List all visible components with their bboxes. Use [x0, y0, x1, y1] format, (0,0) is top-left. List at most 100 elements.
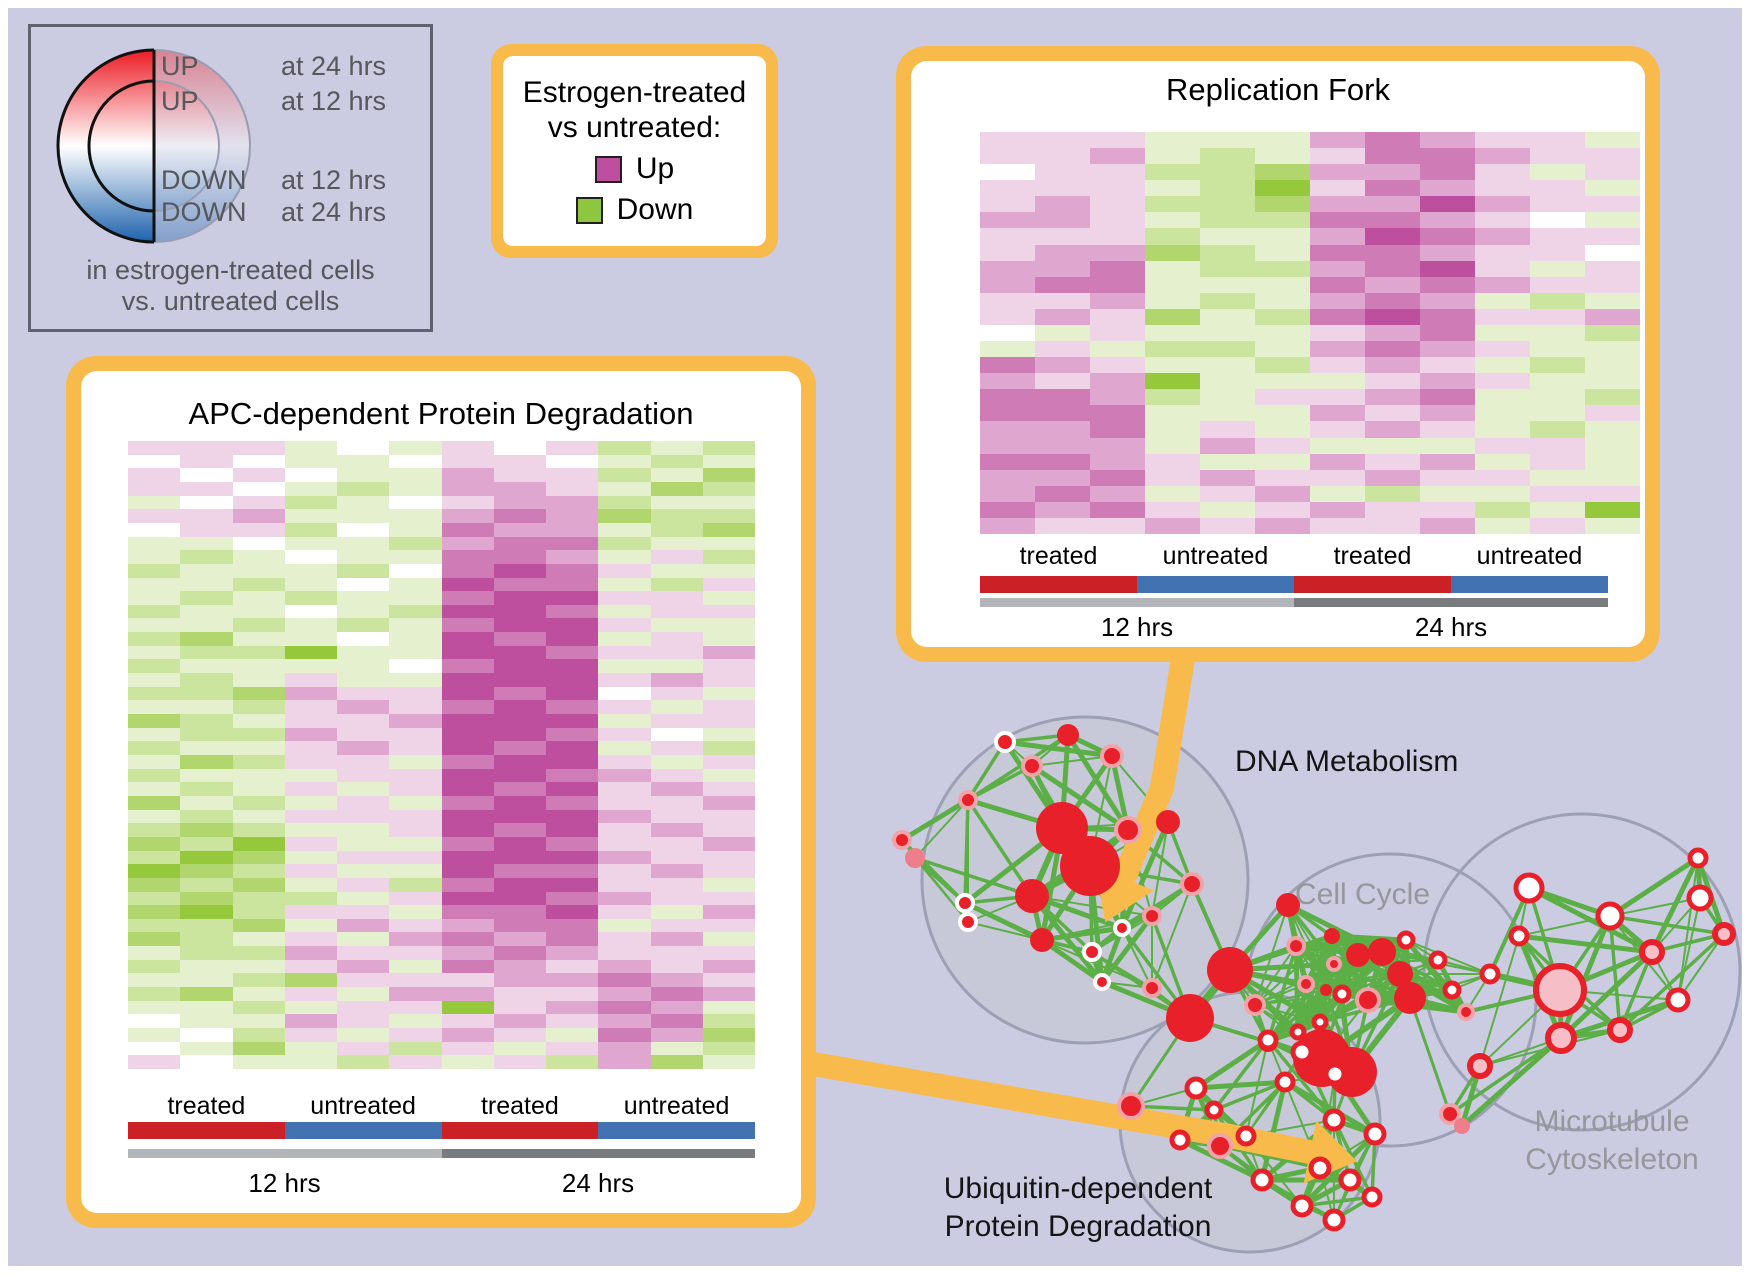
network-node: [1093, 973, 1111, 991]
heatmap-cell: [1255, 501, 1310, 518]
heatmap-cell: [650, 987, 703, 1001]
heatmap-cell: [493, 836, 546, 851]
estrogen-legend: Estrogen-treated vs untreated: Up Down: [491, 44, 778, 258]
heatmap-cell: [1530, 453, 1585, 470]
heatmap-cell: [284, 468, 337, 482]
heatmap-cell: [980, 244, 1035, 261]
network-edge: [1608, 915, 1622, 1031]
heatmap-cell: [128, 618, 181, 633]
heatmap-cell: [650, 604, 703, 619]
heatmap-cell: [598, 932, 651, 947]
heatmap-cell: [1255, 405, 1310, 422]
heatmap-cell: [232, 577, 285, 592]
heatmap-cell: [441, 809, 494, 824]
heatmap-cell: [180, 932, 233, 947]
heatmap-cell: [1255, 341, 1310, 358]
heatmap-cell: [1200, 244, 1255, 261]
heatmap-cell: [389, 1055, 442, 1069]
network-edge: [1212, 1038, 1270, 1112]
heatmap-cell: [598, 905, 651, 919]
heatmap-cell: [980, 308, 1035, 325]
heatmap-cell: [980, 469, 1035, 486]
heatmap-cell: [1585, 148, 1640, 165]
heatmap-cell: [1090, 405, 1145, 422]
heatmap-cell: [598, 1014, 651, 1029]
heatmap-cell: [128, 481, 181, 496]
network-edge: [1331, 933, 1407, 943]
heatmap-cell: [1145, 405, 1200, 422]
heatmap-cell: [1035, 212, 1090, 229]
ubiquitin-label-line2: Protein Degradation: [944, 1210, 1212, 1243]
heatmap-cell: [1420, 308, 1475, 325]
heatmap-cell: [702, 714, 755, 728]
heatmap-cell: [389, 768, 442, 783]
heatmap-cell: [546, 1028, 599, 1042]
heatmap-cell: [493, 959, 546, 974]
heatmap-cell: [1365, 373, 1420, 390]
heatmap-cell: [1365, 357, 1420, 374]
heatmap-cell: [1420, 485, 1475, 502]
heatmap-cell: [128, 755, 181, 769]
heatmap-cell: [441, 645, 494, 660]
heatmap-cell: [284, 1014, 337, 1029]
heatmap-cell: [128, 823, 181, 837]
heatmap-cell: [1200, 324, 1255, 342]
heatmap-cell: [232, 823, 285, 837]
heatmap-cell: [337, 823, 390, 837]
heatmap-cell: [980, 180, 1035, 197]
heatmap-cell: [1365, 324, 1420, 342]
heatmap-cell: [702, 673, 755, 687]
heatmap-cell: [1475, 148, 1530, 165]
heatmap-cell: [180, 1055, 233, 1069]
heatmap-cell: [702, 481, 755, 496]
heatmap-cell: [1255, 389, 1310, 406]
heatmap-cell: [702, 755, 755, 769]
replication-fork-panel: Replication Fork treated untreated treat…: [896, 46, 1660, 662]
network-node: [1513, 872, 1545, 904]
heatmap-cell: [180, 1041, 233, 1056]
heatmap-cell: [598, 659, 651, 674]
network-edge: [1219, 1144, 1321, 1170]
heatmap-cell: [1585, 373, 1640, 390]
group-label: untreated: [310, 1092, 416, 1120]
heatmap-cell: [128, 973, 181, 988]
heatmap-cell: [1310, 357, 1365, 374]
network-node: [1686, 884, 1714, 912]
heatmap-cell: [337, 727, 390, 742]
heatmap-cell: [1585, 341, 1640, 358]
heatmap-cell: [180, 536, 233, 551]
heatmap-cell: [284, 1000, 337, 1015]
group-label: treated: [480, 1092, 559, 1120]
heatmap-cell: [389, 891, 442, 906]
heatmap-cell: [1475, 324, 1530, 342]
heatmap-cell: [702, 891, 755, 906]
heatmap-cell: [1585, 164, 1640, 181]
heatmap-cell: [128, 1055, 181, 1069]
heatmap-cell: [598, 1028, 651, 1042]
heatmap-cell: [389, 495, 442, 510]
heatmap-cell: [389, 823, 442, 837]
network-node: [1207, 947, 1253, 993]
heatmap-cell: [650, 1055, 703, 1069]
heatmap-cell: [650, 1028, 703, 1042]
heatmap-cell: [980, 341, 1035, 358]
heatmap-cell: [1255, 485, 1310, 502]
heatmap-cell: [1420, 292, 1475, 309]
network-node: [1290, 1040, 1314, 1064]
heatmap-cell: [493, 495, 546, 510]
heatmap-cell: [1420, 421, 1475, 438]
heatmap-cell: [1530, 469, 1585, 486]
network-node: [1114, 816, 1142, 844]
heatmap-cell: [337, 686, 390, 701]
heatmap-cell: [180, 495, 233, 510]
heatmap-cell: [180, 481, 233, 496]
heatmap-cell: [702, 659, 755, 674]
heatmap-cell: [546, 645, 599, 660]
heatmap-cell: [546, 1041, 599, 1056]
legend-item-up: Up: [594, 152, 674, 186]
network-node: [1428, 950, 1448, 970]
network-node: [958, 912, 978, 932]
heatmap-cell: [1035, 341, 1090, 358]
heatmap-cell: [1530, 405, 1585, 422]
network-node: [1204, 1100, 1224, 1120]
